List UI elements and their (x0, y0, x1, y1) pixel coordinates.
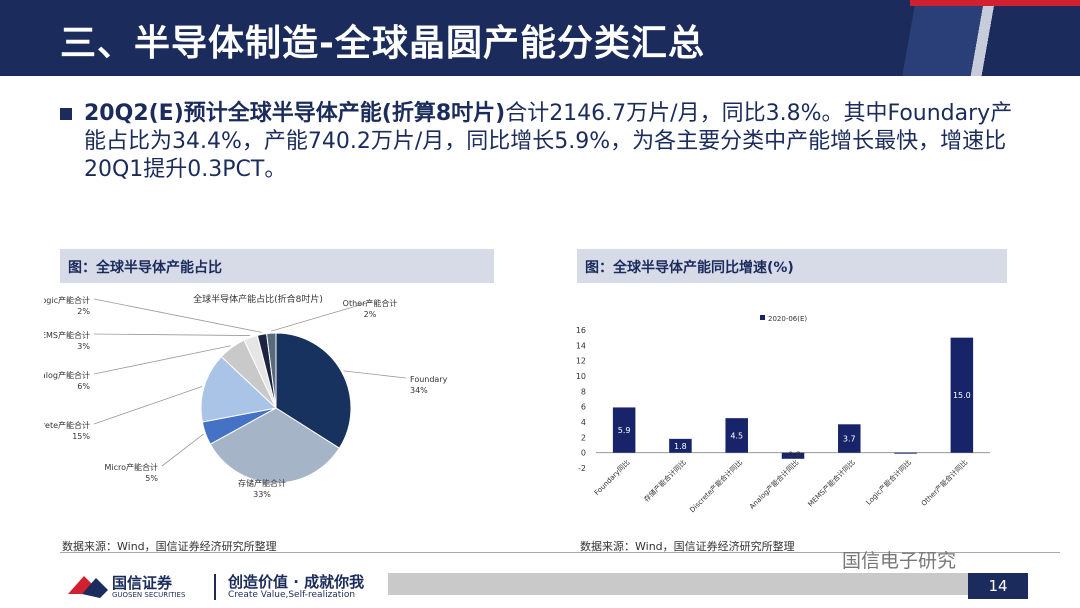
slogan-english: Create Value,Self-realization (228, 590, 356, 600)
bar-value-label: 15.0 (953, 391, 971, 400)
y-tick-label: 0 (581, 449, 586, 458)
y-tick-label: 10 (576, 372, 586, 381)
pie-slice-name: Micro产能合计 (104, 462, 158, 472)
footer-bar (388, 573, 968, 595)
y-tick-label: 4 (581, 418, 586, 427)
guosen-logo-icon (68, 576, 108, 598)
pie-slice-percent: 5% (145, 474, 158, 483)
pie-leader-line (93, 333, 250, 336)
right-chart-heading: 图：全球半导体产能同比增速(%) (577, 249, 1007, 283)
header-bar: 三、半导体制造-全球晶圆产能分类汇总 (0, 0, 1080, 76)
pie-slice-percent: 3% (77, 342, 90, 351)
pie-chart: 全球半导体产能占比(折合8吋片) Foundary 34% 存储产能合计 33% Micr… (44, 293, 448, 499)
pie-title: 全球半导体产能占比(折合8吋片) (193, 293, 323, 305)
pie-slice-name: Logic产能合计 (44, 295, 90, 305)
legend-label: 2020-06(E) (768, 315, 807, 323)
bar (950, 337, 974, 453)
bar-value-label: 3.7 (843, 434, 856, 443)
left-chart-heading-text: 图：全球半导体产能占比 (68, 260, 222, 276)
y-tick-label: 12 (576, 357, 586, 366)
x-tick-label: Logic产能合计同比 (864, 458, 913, 507)
bar-value-label: 1.8 (674, 442, 687, 451)
page-number: 14 (968, 573, 1028, 599)
pie-slice (200, 355, 278, 423)
legend-swatch (760, 315, 765, 320)
bar-value-label: 4.5 (730, 431, 743, 440)
pie-leader-line (93, 298, 262, 333)
slogan: 创造价值 · 成就你我 (228, 573, 365, 591)
y-tick-label: 14 (576, 341, 586, 350)
bar (725, 418, 748, 453)
bullet-square-icon (60, 108, 72, 120)
pie-leader-line (93, 386, 203, 425)
bar (612, 407, 636, 453)
right-chart-heading-text: 图：全球半导体产能同比增速(%) (585, 260, 794, 276)
pie-slice-name: Foundary (410, 375, 448, 384)
bar-chart: 2020-06(E) -2 0 2 4 6 8 10 12 14 16 5.9 Foundary同比 1.… (576, 315, 990, 515)
footer-separator (60, 552, 1060, 553)
wechat-watermark: 国信电子研究 (842, 550, 957, 572)
pie-leader-line (161, 433, 204, 467)
pie-slice-percent: 6% (77, 382, 90, 391)
pie-slice-name: MEMS产能合计 (44, 330, 90, 340)
pie-slice-name: 存储产能合计 (238, 478, 286, 488)
bar (781, 452, 805, 459)
right-source-note: 数据来源：Wind，国信证券经济研究所整理 (580, 540, 795, 553)
y-tick-label: 8 (581, 387, 586, 396)
pie-leader-line (93, 345, 231, 375)
pie-slice-name: Other产能合计 (343, 298, 398, 308)
y-tick-label: 16 (576, 326, 586, 335)
left-source-note: 数据来源：Wind，国信证券经济研究所整理 (62, 540, 277, 553)
logo-english: GUOSEN SECURITIES (112, 591, 186, 599)
bar-value-label: -0.8 (785, 451, 801, 460)
summary-paragraph: 20Q2(E)预计全球半导体产能(折算8吋片)合计2146.7万片/月，同比3.… (60, 100, 1020, 184)
pie-leader-line (261, 481, 274, 486)
pie-slice-percent: 34% (410, 386, 428, 395)
y-tick-label: 6 (581, 403, 586, 412)
x-tick-label: Discrete产能合计同比 (688, 458, 745, 515)
pie-leader-line (271, 301, 371, 332)
x-tick-label: 存储产能合计同比 (642, 458, 688, 504)
pie-slice-name: Analog产能合计 (44, 370, 90, 380)
bar (838, 424, 861, 453)
pie-slice (266, 332, 277, 409)
page-title: 三、半导体制造-全球晶圆产能分类汇总 (60, 23, 705, 64)
x-tick-label: Foundary同比 (592, 458, 631, 497)
left-chart-heading: 图：全球半导体产能占比 (60, 249, 494, 283)
footer-divider (214, 574, 216, 600)
pie-slice-percent: 33% (253, 490, 271, 499)
bar (894, 452, 917, 454)
summary-rest: 合计2146.7万片/月，同比3.8%。其中Foundary产能占比为34.4%… (84, 101, 1013, 182)
bar (669, 438, 692, 453)
pie-slice-name: Discrete产能合计 (44, 420, 90, 430)
pie-leader-line (343, 370, 407, 379)
y-tick-label: 2 (581, 433, 586, 442)
x-tick-label: Analog产能合计同比 (747, 458, 800, 511)
pie-slice-percent: 2% (77, 307, 90, 316)
pie-slice-percent: 2% (364, 310, 377, 319)
summary-bold: 20Q2(E)预计全球半导体产能(折算8吋片) (84, 101, 506, 126)
logo-name: 国信证券 (112, 574, 173, 592)
x-tick-label: MEMS产能合计同比 (806, 458, 857, 509)
pie-slice-percent: 15% (72, 432, 90, 441)
bar-value-label: 5.9 (618, 426, 631, 435)
y-tick-label: -2 (578, 464, 586, 473)
header-decoration (820, 0, 1080, 76)
header-red-accent (910, 0, 1080, 6)
x-tick-label: Other产能合计同比 (919, 458, 969, 508)
